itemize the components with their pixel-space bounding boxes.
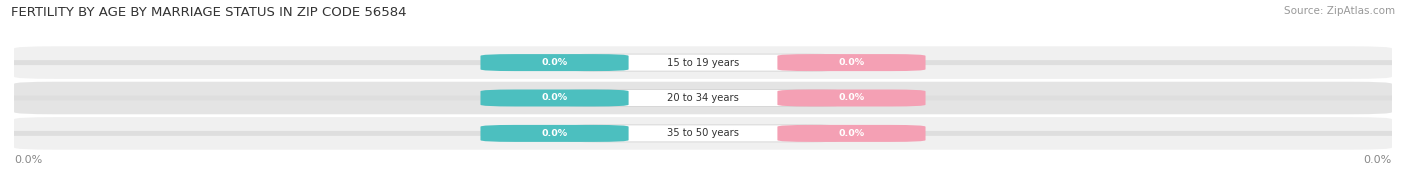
FancyBboxPatch shape — [0, 131, 1406, 136]
FancyBboxPatch shape — [778, 54, 925, 71]
FancyBboxPatch shape — [14, 117, 1392, 150]
Text: 0.0%: 0.0% — [838, 129, 865, 138]
Text: 15 to 19 years: 15 to 19 years — [666, 58, 740, 68]
FancyBboxPatch shape — [0, 60, 1406, 65]
Text: 0.0%: 0.0% — [541, 129, 568, 138]
Text: 0.0%: 0.0% — [541, 93, 568, 103]
FancyBboxPatch shape — [0, 95, 1406, 101]
FancyBboxPatch shape — [14, 46, 1392, 79]
Text: 0.0%: 0.0% — [1364, 155, 1392, 165]
Text: 0.0%: 0.0% — [541, 58, 568, 67]
FancyBboxPatch shape — [565, 54, 841, 71]
Text: 0.0%: 0.0% — [14, 155, 42, 165]
Text: 35 to 50 years: 35 to 50 years — [666, 128, 740, 138]
FancyBboxPatch shape — [778, 90, 925, 106]
Legend: Married, Unmarried: Married, Unmarried — [617, 193, 789, 196]
FancyBboxPatch shape — [565, 90, 841, 106]
Text: 20 to 34 years: 20 to 34 years — [666, 93, 740, 103]
FancyBboxPatch shape — [14, 82, 1392, 114]
Text: FERTILITY BY AGE BY MARRIAGE STATUS IN ZIP CODE 56584: FERTILITY BY AGE BY MARRIAGE STATUS IN Z… — [11, 6, 406, 19]
FancyBboxPatch shape — [481, 90, 628, 106]
FancyBboxPatch shape — [481, 54, 628, 71]
FancyBboxPatch shape — [565, 125, 841, 142]
Text: Source: ZipAtlas.com: Source: ZipAtlas.com — [1284, 6, 1395, 16]
Text: 0.0%: 0.0% — [838, 58, 865, 67]
Text: 0.0%: 0.0% — [838, 93, 865, 103]
FancyBboxPatch shape — [481, 125, 628, 142]
FancyBboxPatch shape — [778, 125, 925, 142]
